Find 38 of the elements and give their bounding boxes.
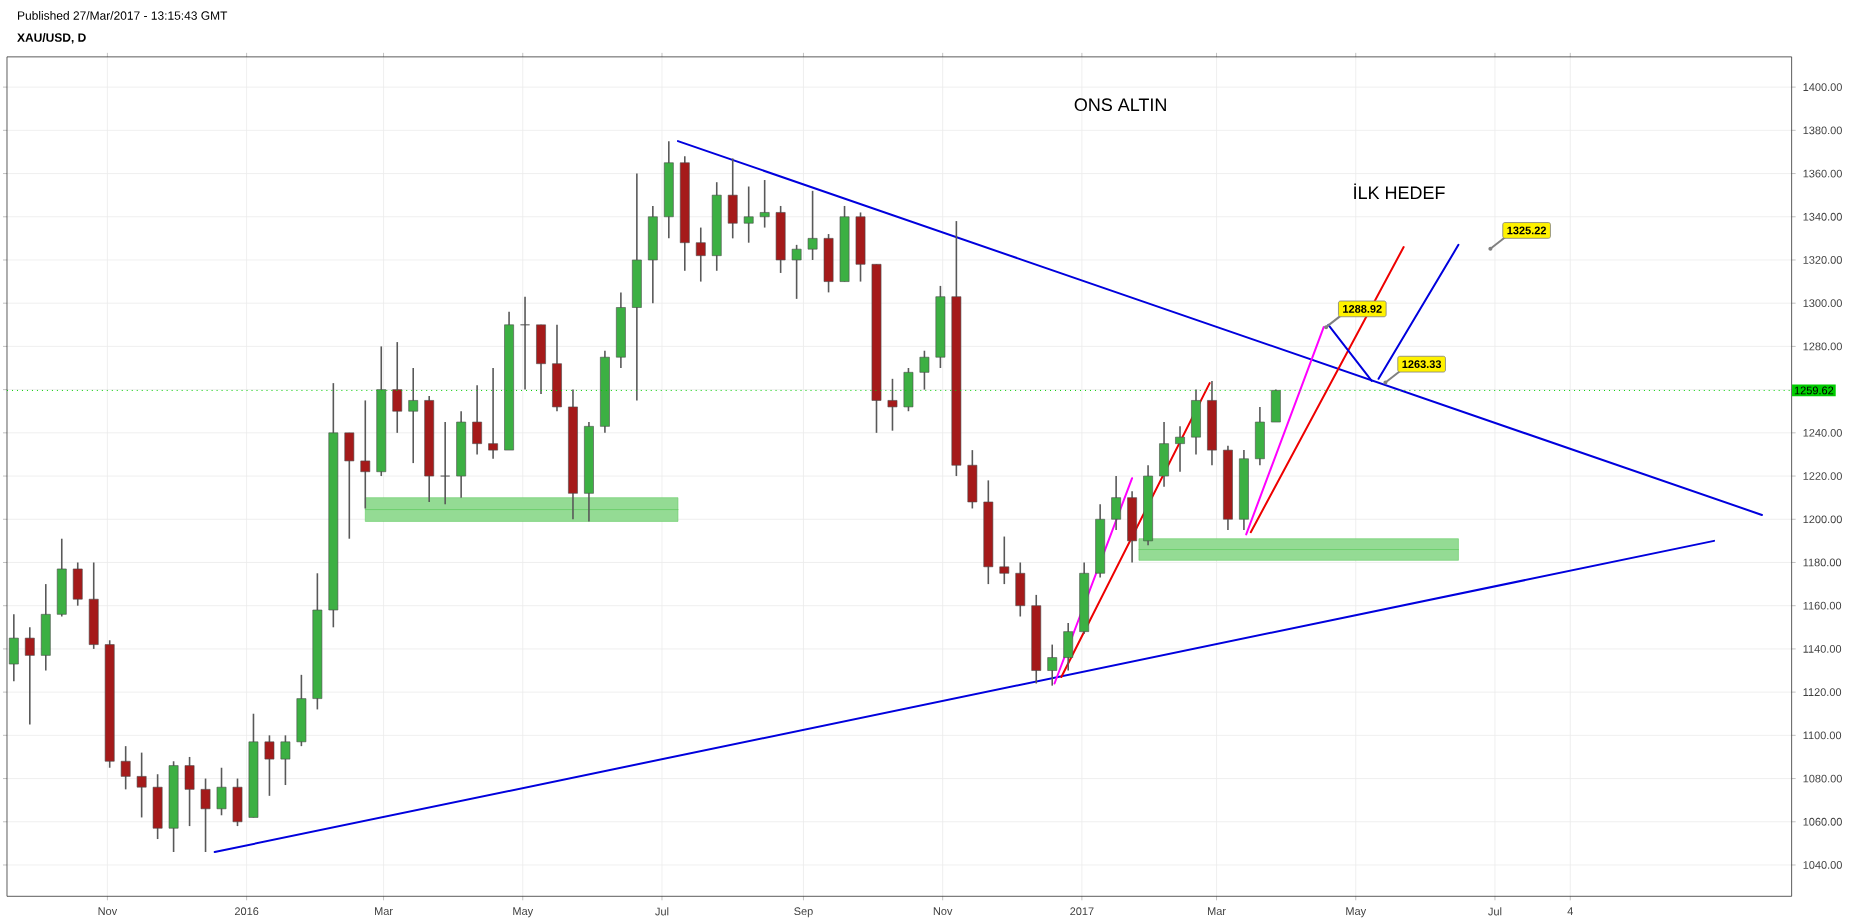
annotation: ONS ALTIN: [1074, 98, 1166, 112]
y-tick-label: 1180.00: [1803, 558, 1842, 567]
y-tick-label: 1120.00: [1803, 688, 1842, 697]
x-tick-label: Jul: [655, 907, 669, 916]
chart-subtitle: Published 27/Mar/2017 - 13:15:43 GMT: [18, 11, 228, 20]
y-tick-label: 1320.00: [1803, 256, 1842, 264]
y-tick-label: 1200.00: [1803, 515, 1842, 524]
ref-line-label: 1259.62: [1794, 386, 1834, 395]
y-tick-label: 1080.00: [1803, 774, 1842, 783]
x-tick-label: Nov: [98, 907, 118, 916]
y-tick-label: 1380.00: [1803, 126, 1842, 135]
x-tick-label: 2016: [234, 907, 259, 916]
chart-title: XAU/USD, D: [17, 32, 86, 44]
y-tick-label: 1100.00: [1803, 731, 1842, 740]
annotation: 1325.22: [1507, 226, 1547, 235]
annotation: İLK HEDEF: [1354, 183, 1445, 199]
y-tick-label: 1220.00: [1803, 472, 1842, 480]
x-tick-label: Nov: [933, 907, 953, 916]
x-tick-label: Mar: [1207, 907, 1226, 916]
y-tick-label: 1400.00: [1803, 83, 1842, 92]
x-tick-label: 2017: [1070, 907, 1094, 916]
y-tick-label: 1060.00: [1803, 817, 1842, 826]
y-tick-label: 1040.00: [1803, 861, 1842, 869]
x-tick-label: Jul: [1488, 907, 1502, 916]
annotation: 1263.33: [1402, 360, 1442, 369]
y-tick-label: 1360.00: [1803, 169, 1842, 178]
x-tick-label: 4: [1567, 907, 1574, 915]
y-tick-label: 1160.00: [1803, 601, 1842, 610]
y-tick-label: 1300.00: [1803, 299, 1842, 308]
x-tick-label: May: [1346, 907, 1367, 918]
y-tick-label: 1140.00: [1803, 645, 1842, 653]
y-tick-label: 1340.00: [1803, 212, 1842, 221]
annotation: 1288.92: [1343, 305, 1382, 313]
x-tick-label: Sep: [794, 907, 813, 918]
y-tick-label: 1280.00: [1803, 342, 1842, 351]
y-tick-label: 1240.00: [1803, 428, 1842, 437]
x-tick-label: Mar: [375, 907, 393, 916]
x-tick-label: May: [513, 907, 534, 918]
